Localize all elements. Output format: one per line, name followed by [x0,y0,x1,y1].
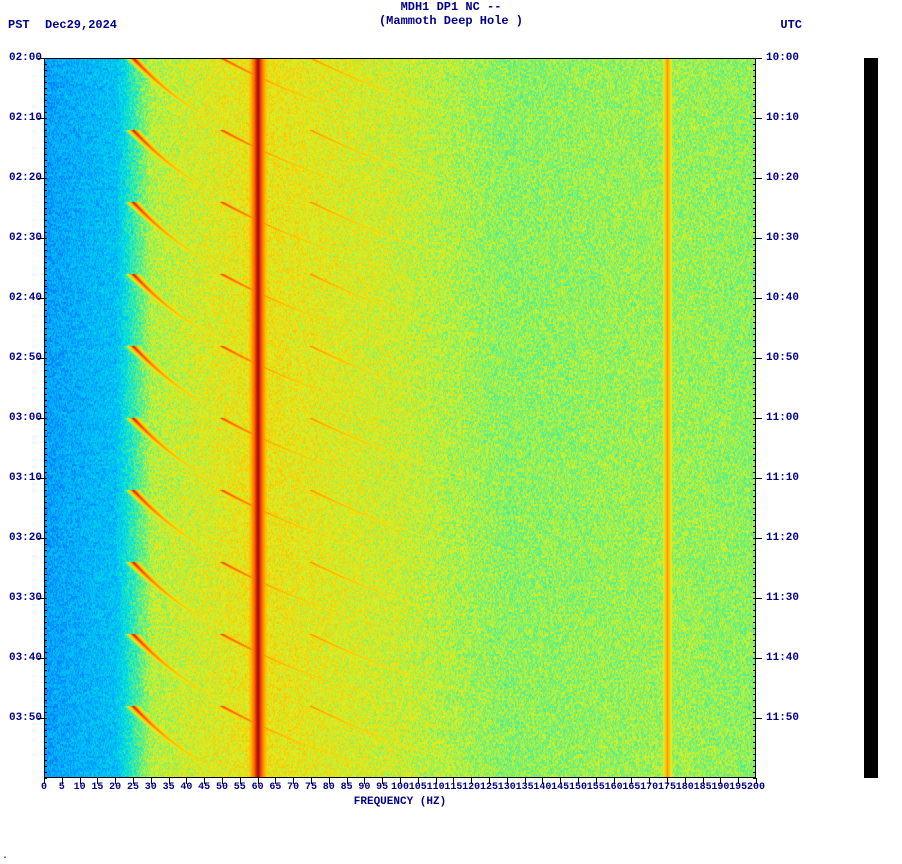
y-left-tick: 03:40 [9,652,42,664]
x-tick: 80 [323,782,335,793]
x-tick: 25 [127,782,139,793]
x-tick: 130 [498,782,516,793]
x-tick: 65 [269,782,281,793]
x-tick: 10 [74,782,86,793]
y-right-tick: 11:20 [766,532,799,544]
y-right-tick: 11:10 [766,472,799,484]
y-axis-right: 10:0010:1010:2010:3010:4010:5011:0011:10… [760,58,810,778]
y-right-tick: 10:50 [766,352,799,364]
x-tick: 170 [640,782,658,793]
x-tick: 50 [216,782,228,793]
x-tick: 165 [622,782,640,793]
x-tick: 0 [41,782,47,793]
y-axis-left: 02:0002:1002:2002:3002:4002:5003:0003:10… [2,58,42,778]
date-label: Dec29,2024 [45,18,117,32]
y-left-tick: 03:10 [9,472,42,484]
title-line2: (Mammoth Deep Hole ) [0,14,902,28]
x-tick: 175 [658,782,676,793]
x-tick: 135 [516,782,534,793]
y-left-tick: 02:40 [9,292,42,304]
x-tick: 120 [462,782,480,793]
x-tick: 85 [341,782,353,793]
y-right-tick: 10:10 [766,112,799,124]
y-left-tick: 02:20 [9,172,42,184]
x-tick: 30 [145,782,157,793]
title-line1: MDH1 DP1 NC -- [0,0,902,14]
y-right-tick: 11:30 [766,592,799,604]
y-left-tick: 03:50 [9,712,42,724]
x-tick: 75 [305,782,317,793]
x-tick: 125 [480,782,498,793]
y-right-tick: 10:20 [766,172,799,184]
x-tick: 145 [551,782,569,793]
y-left-tick: 02:30 [9,232,42,244]
y-left-tick: 02:50 [9,352,42,364]
x-tick: 105 [409,782,427,793]
x-tick: 95 [376,782,388,793]
x-tick: 180 [676,782,694,793]
x-tick: 110 [427,782,445,793]
y-right-tick: 10:40 [766,292,799,304]
x-tick: 155 [587,782,605,793]
y-right-tick: 10:30 [766,232,799,244]
x-tick: 150 [569,782,587,793]
x-tick: 35 [163,782,175,793]
x-tick: 60 [252,782,264,793]
x-tick: 160 [605,782,623,793]
y-right-tick: 11:40 [766,652,799,664]
x-tick: 115 [444,782,462,793]
x-tick: 185 [694,782,712,793]
colorbar [864,58,878,778]
spectrogram-canvas [44,58,756,778]
footnote: . [2,851,8,862]
tz-left-label: PST [8,18,30,32]
y-left-tick: 03:20 [9,532,42,544]
y-right-tick: 11:00 [766,412,799,424]
y-right-tick: 10:00 [766,52,799,64]
y-left-tick: 02:10 [9,112,42,124]
x-tick: 70 [287,782,299,793]
x-tick: 140 [533,782,551,793]
x-tick: 195 [729,782,747,793]
x-tick: 55 [234,782,246,793]
x-tick: 40 [180,782,192,793]
x-axis: FREQUENCY (HZ) 0 5 10 15 20 25 30 35 40 45 50 55 60 6… [44,782,756,832]
x-tick: 5 [59,782,65,793]
x-tick: 200 [747,782,765,793]
y-right-tick: 11:50 [766,712,799,724]
x-tick: 20 [109,782,121,793]
x-tick: 100 [391,782,409,793]
y-left-tick: 03:30 [9,592,42,604]
x-axis-label: FREQUENCY (HZ) [44,796,756,808]
x-tick: 190 [711,782,729,793]
tz-right-label: UTC [780,18,802,32]
x-tick: 15 [91,782,103,793]
y-left-tick: 02:00 [9,52,42,64]
y-left-tick: 03:00 [9,412,42,424]
spectrogram-plot [44,58,756,778]
x-tick: 90 [358,782,370,793]
x-tick: 45 [198,782,210,793]
